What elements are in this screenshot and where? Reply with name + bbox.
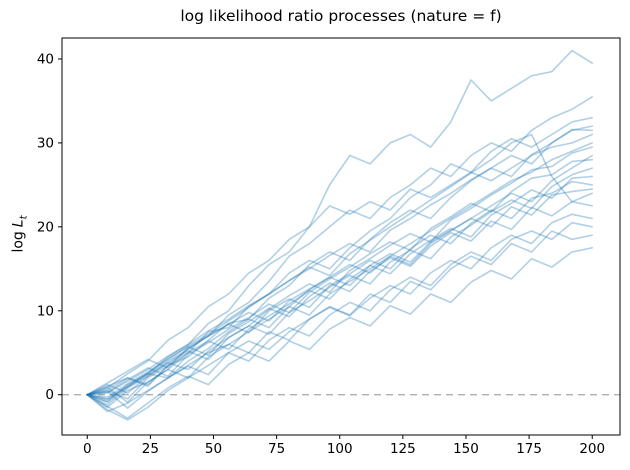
llr-path-01 [86, 49, 594, 403]
llr-path-11 [86, 167, 594, 406]
llr-path-17 [86, 213, 594, 409]
llr-path-07 [86, 142, 594, 400]
x-tick-label: 125 [390, 441, 416, 457]
x-tick-label: 200 [579, 441, 605, 457]
x-tick-label: 100 [327, 441, 353, 457]
llr-path-13 [86, 180, 594, 404]
llr-path-20 [86, 247, 594, 420]
x-tick-label: 25 [142, 441, 159, 457]
llr-path-06 [86, 128, 594, 396]
llr-path-08 [86, 146, 594, 396]
x-tick-label: 150 [453, 441, 479, 457]
llr-path-12 [86, 175, 594, 396]
y-tick-label: 40 [37, 51, 54, 67]
y-tick-label: 30 [37, 135, 54, 151]
llr-path-05 [86, 133, 594, 396]
axes-frame [61, 37, 621, 436]
llr-path-18 [86, 221, 594, 421]
y-tick-label: 10 [37, 303, 54, 319]
x-tick-label: 175 [516, 441, 542, 457]
llr-path-14 [86, 188, 594, 396]
llr-path-09 [86, 154, 594, 413]
llr-path-03 [86, 116, 594, 409]
x-tick-label: 0 [83, 441, 92, 457]
y-tick-label: 0 [45, 387, 54, 403]
llr-path-15 [86, 133, 594, 401]
x-tick-label: 50 [205, 441, 222, 457]
llr-path-04 [86, 125, 594, 396]
llr-path-16 [86, 200, 594, 399]
llr-path-10 [86, 158, 594, 396]
llr-path-02 [86, 96, 594, 400]
x-tick-label: 75 [268, 441, 285, 457]
llr-path-19 [86, 230, 594, 404]
y-tick-label: 20 [37, 219, 54, 235]
chart-title: log likelihood ratio processes (nature =… [180, 7, 502, 25]
